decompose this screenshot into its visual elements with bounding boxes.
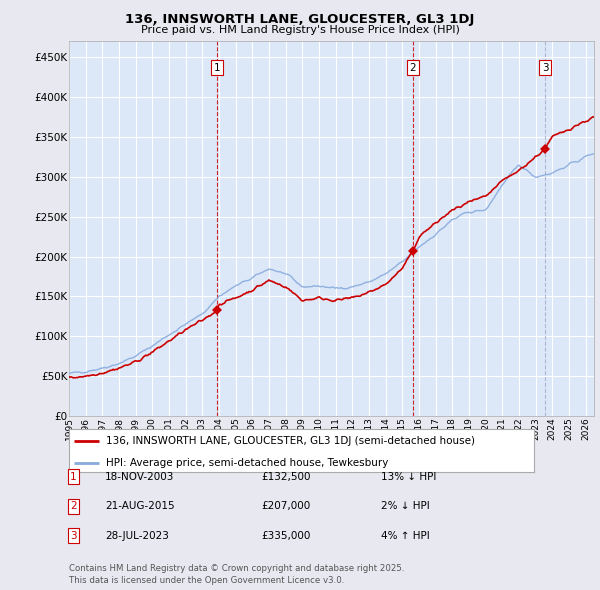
Text: 4% ↑ HPI: 4% ↑ HPI	[381, 531, 430, 540]
Text: 3: 3	[70, 531, 77, 540]
Text: 2: 2	[410, 63, 416, 73]
Text: 3: 3	[542, 63, 548, 73]
Text: 1: 1	[70, 472, 77, 481]
Text: 2% ↓ HPI: 2% ↓ HPI	[381, 502, 430, 511]
Text: 13% ↓ HPI: 13% ↓ HPI	[381, 472, 436, 481]
Text: 136, INNSWORTH LANE, GLOUCESTER, GL3 1DJ (semi-detached house): 136, INNSWORTH LANE, GLOUCESTER, GL3 1DJ…	[106, 435, 475, 445]
Text: £132,500: £132,500	[261, 472, 311, 481]
Text: 18-NOV-2003: 18-NOV-2003	[105, 472, 175, 481]
Text: Contains HM Land Registry data © Crown copyright and database right 2025.
This d: Contains HM Land Registry data © Crown c…	[69, 564, 404, 585]
Text: 1: 1	[214, 63, 220, 73]
Text: £335,000: £335,000	[261, 531, 310, 540]
Text: HPI: Average price, semi-detached house, Tewkesbury: HPI: Average price, semi-detached house,…	[106, 457, 389, 467]
Text: 136, INNSWORTH LANE, GLOUCESTER, GL3 1DJ: 136, INNSWORTH LANE, GLOUCESTER, GL3 1DJ	[125, 13, 475, 26]
Text: Price paid vs. HM Land Registry's House Price Index (HPI): Price paid vs. HM Land Registry's House …	[140, 25, 460, 35]
Text: 21-AUG-2015: 21-AUG-2015	[105, 502, 175, 511]
Text: 28-JUL-2023: 28-JUL-2023	[105, 531, 169, 540]
Text: 2: 2	[70, 502, 77, 511]
Text: £207,000: £207,000	[261, 502, 310, 511]
